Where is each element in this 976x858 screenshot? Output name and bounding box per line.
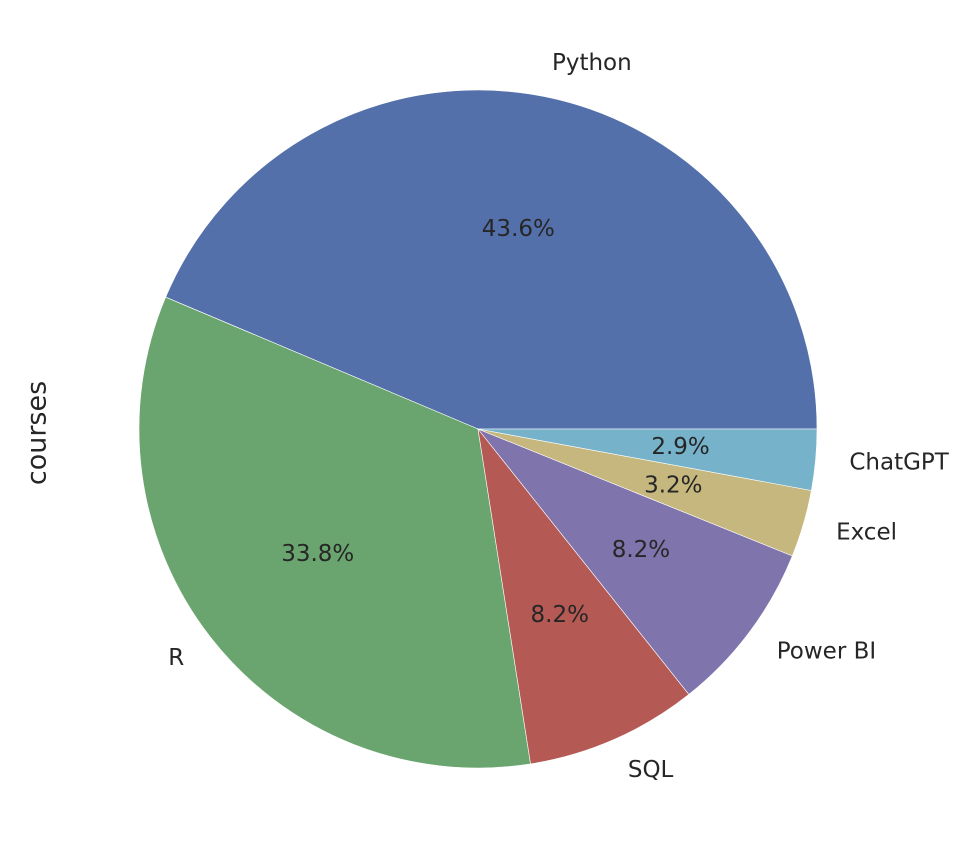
pct-label-power-bi: 8.2% bbox=[612, 537, 670, 563]
slice-label-sql: SQL bbox=[628, 757, 674, 783]
pie-slice-sql bbox=[477, 427, 690, 765]
pie-slice-r bbox=[138, 296, 531, 769]
slice-labels: Python R SQL Power BI Excel ChatGPT bbox=[168, 50, 950, 783]
slice-label-power-bi: Power BI bbox=[777, 639, 876, 665]
pct-label-r: 33.8% bbox=[281, 541, 354, 567]
pct-label-sql: 8.2% bbox=[531, 602, 589, 628]
slice-label-r: R bbox=[168, 645, 184, 671]
slices-layer bbox=[138, 89, 818, 769]
pct-label-chatgpt: 2.9% bbox=[651, 434, 709, 460]
percentage-labels: 43.6% 33.8% 8.2% 8.2% 3.2% 2.9% bbox=[281, 216, 710, 628]
pie-slice-python bbox=[165, 89, 818, 430]
slice-label-chatgpt: ChatGPT bbox=[849, 449, 949, 475]
slice-label-excel: Excel bbox=[836, 520, 897, 546]
pct-label-python: 43.6% bbox=[482, 216, 555, 242]
pct-label-excel: 3.2% bbox=[644, 472, 702, 498]
slice-label-python: Python bbox=[552, 50, 632, 76]
pie-slice-chatgpt bbox=[477, 428, 818, 491]
y-axis-label: courses bbox=[22, 381, 53, 485]
pie-slice-power-bi bbox=[477, 428, 793, 695]
